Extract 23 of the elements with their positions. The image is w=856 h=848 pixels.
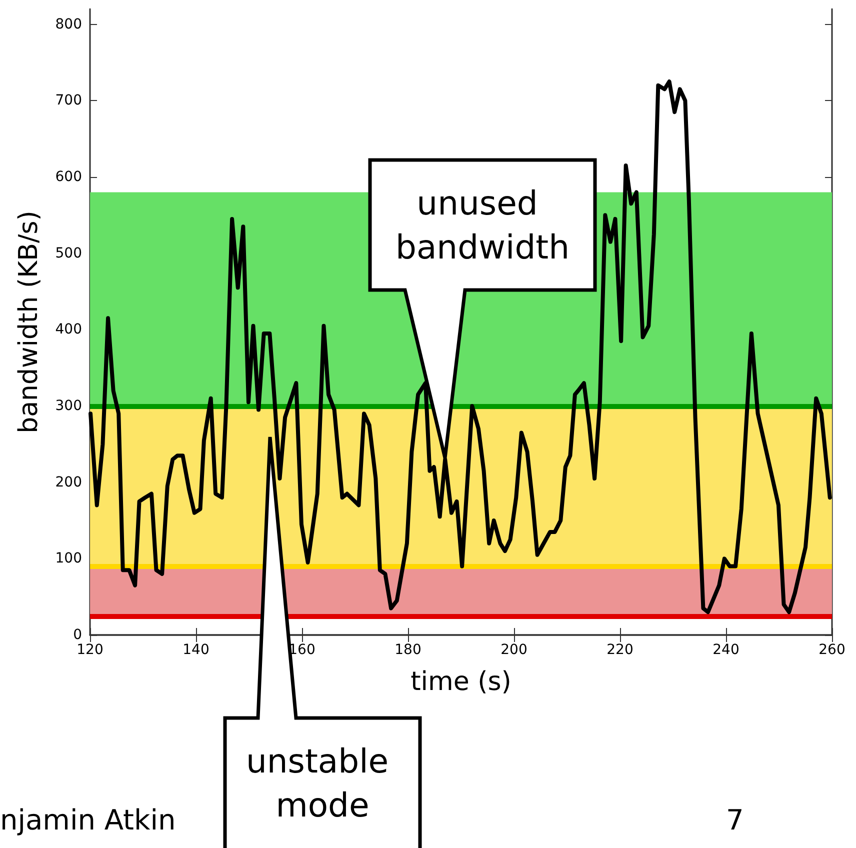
x-tick-label: 120 [76, 642, 104, 658]
text: njamin Atkin [0, 804, 176, 836]
y-tick-label: 100 [55, 550, 82, 567]
y-tick-label: 300 [55, 398, 82, 414]
x-tick-label: 200 [500, 642, 528, 658]
x-axis-title: time (s) [410, 667, 512, 697]
y-tick-label: 400 [55, 322, 82, 338]
text: unstable mode [246, 742, 400, 824]
line-series [88, 80, 832, 614]
x-tick-label: 260 [818, 642, 846, 658]
x-tick-label: 180 [394, 642, 422, 658]
text: 7 [726, 804, 744, 836]
annotation: unused bandwidth [396, 184, 570, 266]
y-tick-label: 200 [55, 474, 82, 490]
y-tick-label: 500 [55, 245, 82, 262]
y-tick-label: 700 [55, 92, 82, 109]
y-tick-label: 800 [55, 16, 82, 32]
x-tick-label: 240 [712, 642, 740, 658]
x-tick-label: 220 [606, 642, 634, 658]
y-tick-label: 600 [55, 168, 82, 185]
x-tick-label: 140 [182, 642, 210, 658]
y-tick-label: 0 [73, 627, 82, 643]
y-axis-title: bandwidth (KB/s) [14, 210, 44, 434]
